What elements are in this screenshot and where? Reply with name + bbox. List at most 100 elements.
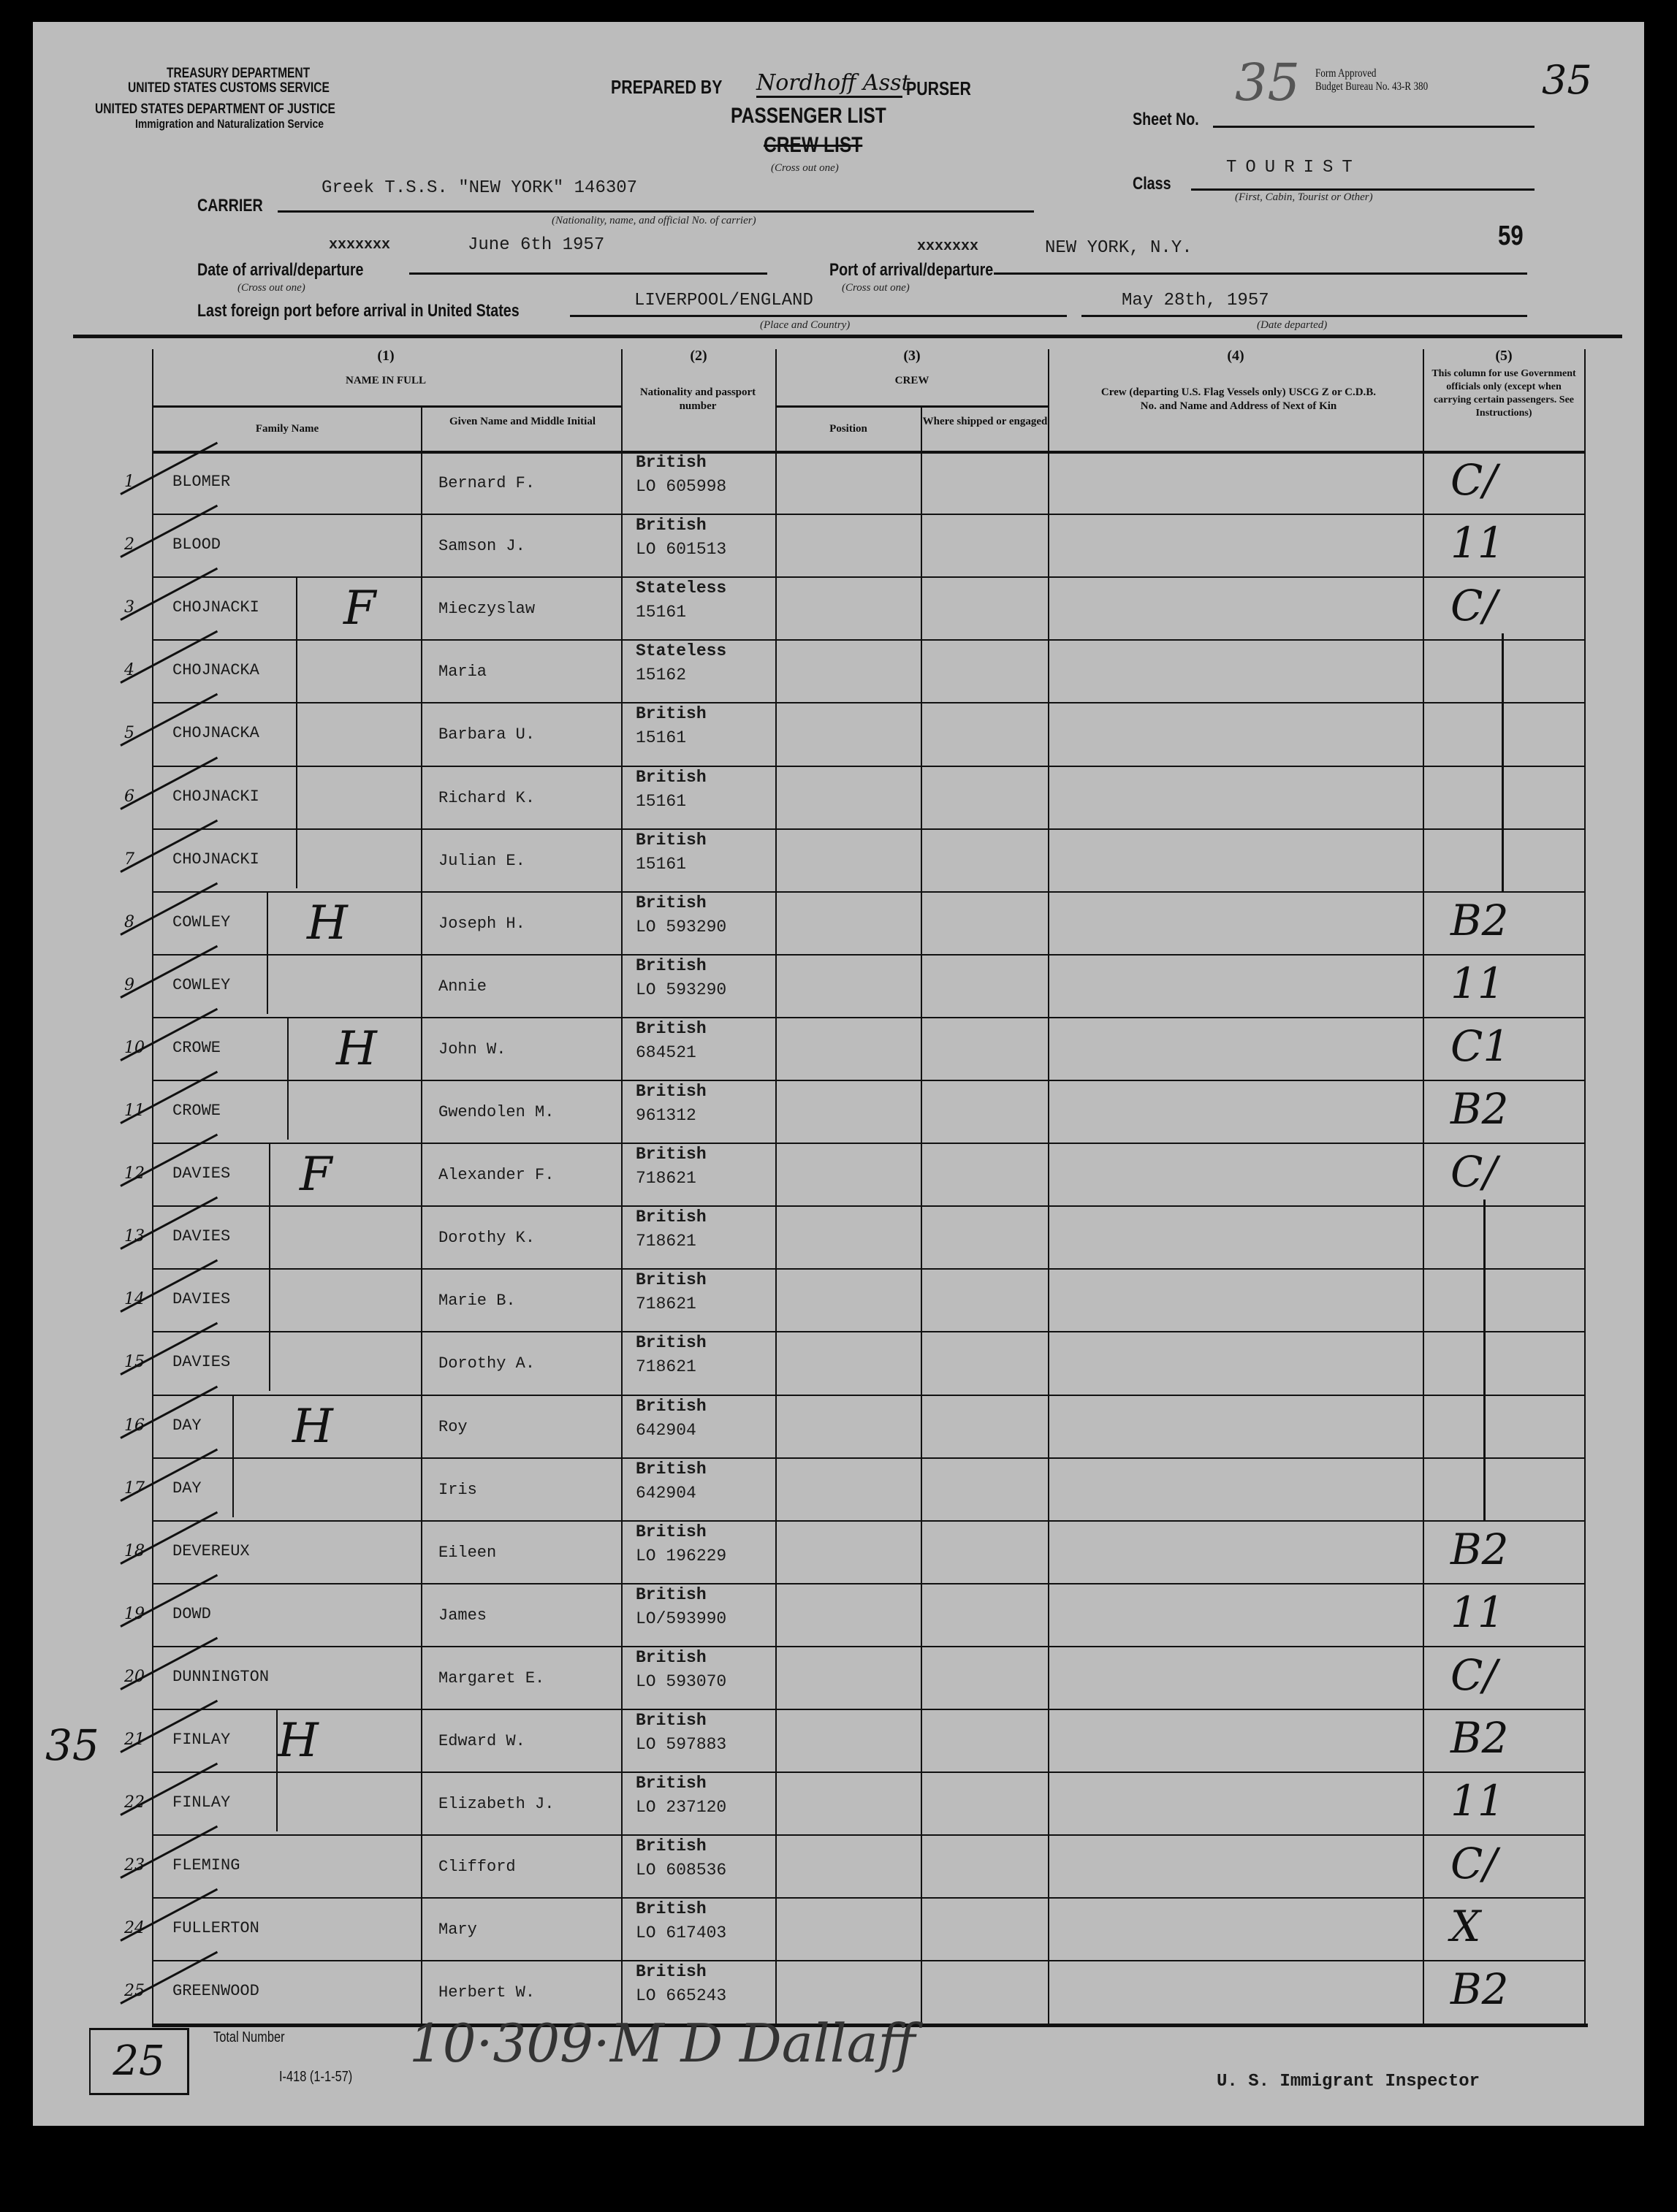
row-divider — [152, 1771, 1586, 1774]
table-row: 12 DAVIES Alexander F. British 718621 C/ — [110, 1143, 1586, 1205]
government-mark: B2 — [1450, 1084, 1509, 1134]
row-divider — [152, 1331, 1586, 1333]
nationality: British — [636, 1899, 707, 1919]
given-name: Joseph H. — [438, 914, 525, 933]
prepared-by-label: PREPARED BY — [611, 76, 723, 98]
government-mark: X — [1450, 1902, 1481, 1952]
class-hint: (First, Cabin, Tourist or Other) — [1235, 191, 1373, 203]
col1-number: (1) — [377, 348, 395, 364]
last-port-hint: (Place and Country) — [760, 319, 851, 331]
nationality: British — [636, 830, 707, 850]
government-mark: C/ — [1450, 1147, 1497, 1197]
column-divider — [421, 405, 422, 2024]
given-name: Samson J. — [438, 537, 525, 556]
given-name: John W. — [438, 1040, 506, 1059]
cross-out-hint: (Cross out one) — [771, 162, 839, 174]
given-name: James — [438, 1606, 487, 1625]
nationality: British — [636, 956, 707, 975]
given-name: Bernard F. — [438, 474, 536, 492]
col1-title: NAME IN FULL — [345, 375, 426, 386]
col4-number: (4) — [1227, 348, 1244, 364]
row-divider — [152, 1143, 1586, 1145]
nationality: British — [636, 1774, 707, 1793]
port-cross-hint: (Cross out one) — [842, 282, 910, 294]
total-number-label: Total Number — [213, 2029, 285, 2045]
nationality: British — [636, 1647, 707, 1667]
group-code: H — [307, 896, 348, 950]
total-number-box: 25 — [89, 2028, 189, 2095]
government-mark: C/ — [1450, 455, 1497, 505]
government-mark: 11 — [1450, 958, 1505, 1008]
sheet-label: Sheet No. — [1133, 110, 1199, 129]
passport-number: LO 617403 — [636, 1923, 727, 1943]
family-name: FINLAY — [172, 1731, 231, 1749]
given-name: Dorothy A. — [438, 1354, 536, 1373]
passport-number: 15161 — [636, 854, 687, 874]
given-name: Clifford — [438, 1858, 516, 1877]
date-cross-hint: (Cross out one) — [237, 282, 305, 294]
government-mark: B2 — [1450, 895, 1509, 945]
family-name: CHOJNACKA — [172, 724, 259, 743]
nationality: British — [636, 1082, 707, 1101]
family-bracket — [269, 1144, 270, 1392]
passport-number: 961312 — [636, 1106, 696, 1125]
given-name: Richard K. — [438, 788, 536, 807]
column-divider — [1584, 349, 1586, 2024]
group-code: H — [292, 1399, 333, 1454]
passport-number: LO 593290 — [636, 917, 727, 937]
corner-number-handwritten: 35 — [1542, 57, 1592, 103]
header-bottom-rule — [152, 451, 1586, 454]
family-name: CROWE — [172, 1102, 221, 1120]
date-value: June 6th 1957 — [468, 235, 605, 255]
col-family-name: Family Name — [255, 423, 319, 435]
passport-number: 718621 — [636, 1294, 696, 1314]
row-divider — [152, 1582, 1586, 1584]
row-divider — [152, 1709, 1586, 1710]
passport-number: 15161 — [636, 791, 687, 811]
column-divider — [621, 349, 623, 2024]
table-row: 25 GREENWOOD Herbert W. British LO 665243 B2 — [110, 1960, 1586, 2023]
family-name: BLOOD — [172, 535, 221, 554]
table-row: 14 DAVIES Marie B. British 718621 — [110, 1268, 1586, 1331]
agency-line: UNITED STATES DEPARTMENT OF JUSTICE — [95, 102, 335, 117]
row-divider — [152, 576, 1586, 579]
family-name: CHOJNACKI — [172, 787, 259, 806]
passport-number: LO 665243 — [636, 1986, 727, 2006]
nationality: British — [636, 1396, 707, 1416]
col2-number: (2) — [690, 348, 707, 364]
agency-line: UNITED STATES CUSTOMS SERVICE — [128, 80, 330, 96]
row-divider — [152, 765, 1586, 767]
nationality: British — [636, 1270, 707, 1290]
stamp-number: 59 — [1498, 221, 1524, 251]
table-row: 3 CHOJNACKI Mieczyslaw Stateless 15161 C/ — [110, 576, 1586, 639]
nationality: British — [636, 1333, 707, 1353]
table-row: 5 CHOJNACKA Barbara U. British 15161 — [110, 702, 1586, 765]
passport-number: 718621 — [636, 1357, 696, 1377]
family-name: DAY — [172, 1479, 202, 1498]
row-divider — [152, 1834, 1586, 1837]
table-row: 21 FINLAY Edward W. British LO 597883 B2 — [110, 1709, 1586, 1771]
date-label: Date of arrival/departure — [197, 260, 364, 280]
family-bracket — [232, 1395, 234, 1517]
port-crossed: xxxxxxx — [917, 238, 979, 255]
government-mark: C1 — [1450, 1021, 1510, 1071]
nationality: British — [636, 1837, 707, 1856]
family-name: DAVIES — [172, 1227, 231, 1246]
government-mark: C/ — [1450, 1650, 1497, 1700]
given-name: Iris — [438, 1480, 477, 1499]
given-name: Barbara U. — [438, 725, 536, 744]
agency-line: TREASURY DEPARTMENT — [167, 66, 311, 81]
family-bracket — [276, 1710, 278, 1832]
col-where-shipped: Where shipped or engaged — [922, 416, 1048, 427]
nationality: British — [636, 1522, 707, 1541]
column-divider — [1423, 349, 1424, 2024]
family-name: BLOMER — [172, 473, 231, 491]
given-name: Roy — [438, 1417, 468, 1436]
form-number: I-418 (1-1-57) — [279, 2069, 353, 2085]
date-departed-value: May 28th, 1957 — [1122, 291, 1269, 310]
family-name: DAVIES — [172, 1353, 231, 1372]
passport-number: 718621 — [636, 1232, 696, 1251]
carrier-label: CARRIER — [197, 196, 263, 216]
family-name: FINLAY — [172, 1793, 231, 1812]
nationality: British — [636, 893, 707, 912]
